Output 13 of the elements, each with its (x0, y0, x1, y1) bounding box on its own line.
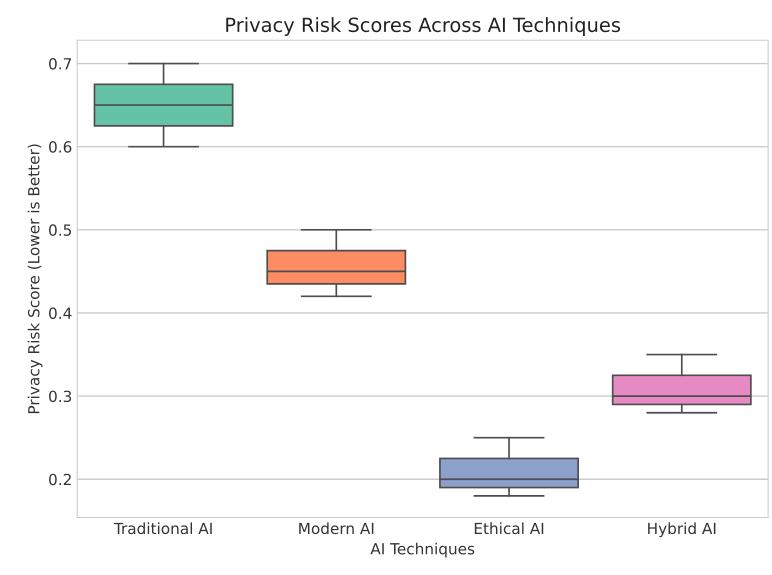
x-tick-label: Ethical AI (474, 522, 544, 534)
chart-title: Privacy Risk Scores Across AI Techniques (226, 17, 620, 36)
x-tick-label: Hybrid AI (648, 522, 716, 538)
y-tick-label: 0.7 (49, 58, 72, 70)
y-tick-label: 0.3 (49, 390, 72, 402)
y-tick-label: 0.2 (49, 474, 71, 486)
y-tick-label: 0.4 (49, 307, 72, 319)
x-tick-label: Modern AI (299, 522, 374, 534)
y-axis-title: Privacy Risk Score (Lower is Better) (28, 144, 42, 414)
y-tick-label: 0.5 (49, 224, 72, 236)
y-tick-label: 0.6 (49, 141, 72, 153)
x-tick-label: Traditional AI (114, 522, 212, 534)
x-axis-title: AI Techniques (370, 542, 474, 558)
